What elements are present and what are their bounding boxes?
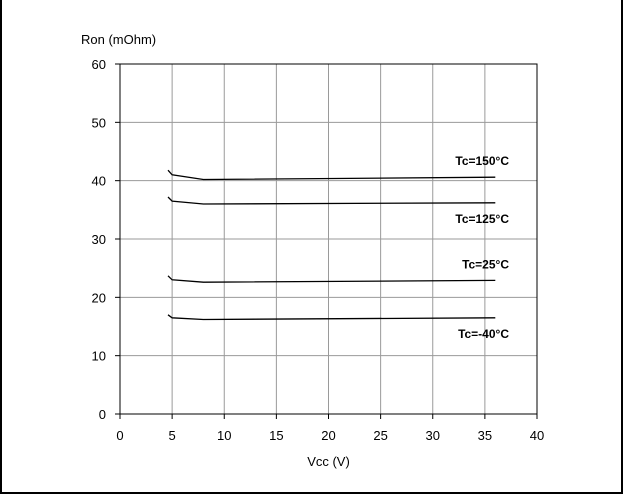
plot-area	[119, 63, 538, 415]
x-tick-label: 10	[217, 428, 231, 443]
y-tick-label: 20	[92, 290, 106, 305]
y-tick-label: 0	[99, 407, 106, 422]
series-labels: Tc=150°C Tc=125°C Tc=25°C Tc=-40°C	[455, 154, 509, 341]
x-axis-label: Vcc (V)	[307, 454, 350, 469]
series-line-1	[167, 196, 496, 205]
series-line-0	[167, 169, 496, 181]
x-tick-label: 35	[478, 428, 492, 443]
x-tick-label: 25	[373, 428, 387, 443]
series-label-tc150: Tc=150°C	[455, 154, 509, 168]
y-tick-label: 50	[92, 115, 106, 130]
series-lines	[167, 169, 496, 321]
series-line-2	[167, 275, 496, 283]
x-tick-label: 40	[530, 428, 544, 443]
grid	[115, 63, 538, 419]
x-tick-label: 0	[116, 428, 123, 443]
series-label-tc125: Tc=125°C	[455, 212, 509, 226]
tick-labels: 0 5 10 15 20 25 30 35 40 0 10 20 30 40 50 60	[92, 57, 545, 443]
series-label-tc25: Tc=25°C	[462, 257, 509, 271]
y-tick-label: 10	[92, 349, 106, 364]
x-tick-label: 15	[269, 428, 283, 443]
series-label-tc-40: Tc=-40°C	[458, 327, 509, 341]
y-tick-label: 60	[92, 57, 106, 72]
y-tick-label: 40	[92, 174, 106, 189]
x-tick-label: 20	[321, 428, 335, 443]
x-tick-label: 30	[426, 428, 440, 443]
y-axis-label: Ron (mOhm)	[81, 32, 156, 47]
series-line-3	[167, 314, 496, 321]
y-tick-label: 30	[92, 232, 106, 247]
x-tick-label: 5	[169, 428, 176, 443]
